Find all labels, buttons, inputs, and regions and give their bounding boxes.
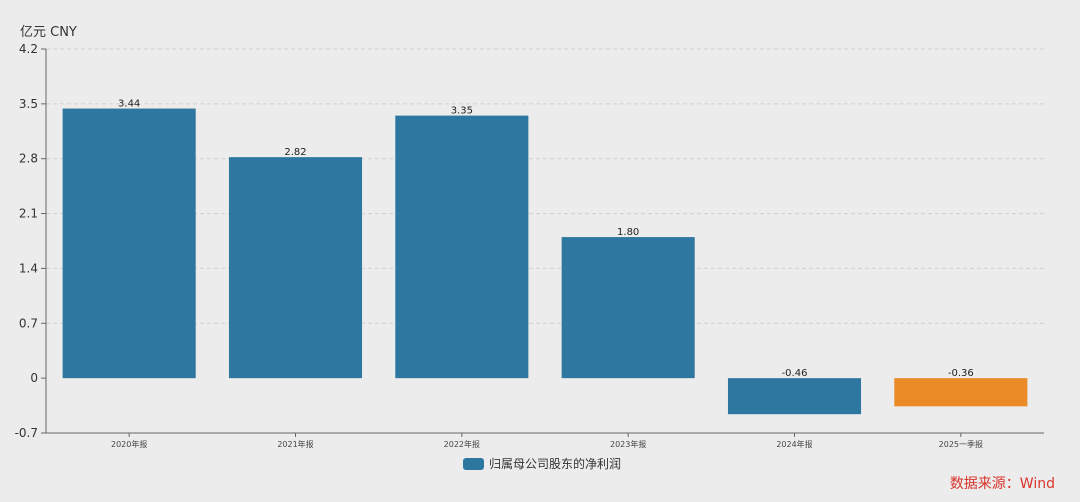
data-label: 3.35 (451, 106, 473, 117)
x-tick-label: 2020年报 (111, 439, 147, 449)
data-label: 1.80 (617, 227, 639, 238)
y-tick-label: 4.2 (19, 42, 38, 56)
legend-label: 归属母公司股东的净利润 (489, 456, 621, 471)
data-source-label: 数据来源：Wind (950, 476, 1055, 492)
data-label: 2.82 (284, 147, 306, 158)
x-tick-label: 2022年报 (444, 439, 480, 449)
y-tick-label: 2.1 (19, 207, 38, 221)
x-tick-label: 2021年报 (277, 439, 313, 449)
y-axis-unit-label: 亿元 CNY (20, 25, 77, 40)
y-tick-label: 1.4 (19, 261, 38, 275)
bar[interactable] (727, 378, 862, 415)
y-tick-label: 2.8 (19, 152, 38, 166)
x-tick-label: 2025一季报 (939, 439, 983, 449)
y-tick-label: 0.7 (19, 316, 38, 330)
data-label: 3.44 (118, 99, 140, 110)
x-axis-category-labels: 2020年报 2021年报 2022年报 2023年报 2024年报 2025一季报 (111, 433, 983, 449)
y-tick-label: -0.7 (15, 426, 38, 440)
bar[interactable] (395, 115, 529, 379)
y-axis-ticks: 4.2 3.5 2.8 2.1 1.4 0.7 0 -0.7 (15, 42, 46, 440)
data-label: -0.46 (782, 368, 808, 379)
bar[interactable] (228, 157, 363, 379)
legend-swatch (463, 458, 484, 470)
legend[interactable]: 归属母公司股东的净利润 (463, 456, 621, 471)
data-label: -0.36 (948, 368, 974, 379)
y-tick-label: 0 (30, 371, 38, 385)
y-tick-label: 3.5 (19, 97, 38, 111)
bar[interactable] (62, 108, 196, 379)
x-tick-label: 2023年报 (610, 439, 646, 449)
bars (62, 108, 1028, 415)
x-tick-label: 2024年报 (776, 439, 812, 449)
bar[interactable] (561, 237, 695, 379)
data-labels: 3.44 2.82 3.35 1.80 -0.46 -0.36 (118, 99, 974, 380)
bar[interactable] (894, 378, 1028, 407)
